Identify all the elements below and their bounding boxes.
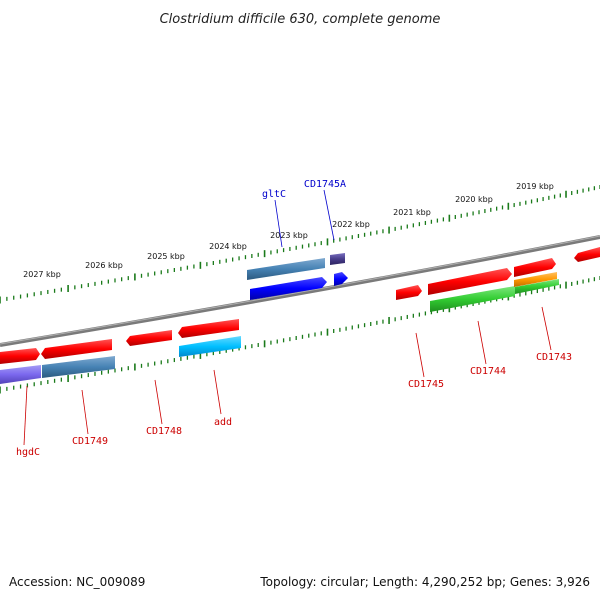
outer-tick-ring bbox=[0, 185, 600, 304]
gene-feature[interactable] bbox=[428, 268, 512, 295]
tick-label: 2023 kbp bbox=[270, 231, 308, 240]
genome-backbone bbox=[0, 235, 600, 347]
gene-label-cd1743[interactable]: CD1743 bbox=[536, 352, 572, 363]
gene-feature[interactable] bbox=[515, 279, 559, 294]
tick-label: 2026 kbp bbox=[85, 261, 123, 270]
gene-feature[interactable] bbox=[574, 247, 600, 262]
gene-label-cd1745[interactable]: CD1745 bbox=[408, 379, 444, 390]
gene-label-gltc[interactable]: gltC bbox=[262, 189, 286, 200]
tick-labels: 2027 kbp 2026 kbp 2025 kbp 2024 kbp 2023… bbox=[23, 182, 554, 279]
gene-feature[interactable] bbox=[430, 286, 515, 312]
gene-labels: gltC CD1745A hgdC CD1749 CD1748 add CD17… bbox=[16, 179, 572, 458]
accession-text: Accession: NC_009089 bbox=[9, 575, 145, 589]
tick-label: 2022 kbp bbox=[332, 220, 370, 229]
reverse-strand-genes bbox=[0, 272, 559, 384]
label-connectors bbox=[23, 189, 552, 446]
tick-label: 2021 kbp bbox=[393, 208, 431, 217]
gene-feature[interactable] bbox=[396, 285, 422, 300]
gene-label-cd1745a[interactable]: CD1745A bbox=[304, 179, 346, 190]
gene-feature[interactable] bbox=[126, 330, 172, 346]
gene-feature[interactable] bbox=[0, 365, 41, 384]
gene-label-cd1748[interactable]: CD1748 bbox=[146, 426, 182, 437]
gene-label-cd1749[interactable]: CD1749 bbox=[72, 436, 108, 447]
gene-feature[interactable] bbox=[514, 258, 556, 277]
gene-feature[interactable] bbox=[42, 356, 115, 378]
tick-label: 2025 kbp bbox=[147, 252, 185, 261]
tick-label: 2019 kbp bbox=[516, 182, 554, 191]
forward-strand-genes bbox=[0, 247, 600, 364]
tick-label: 2020 kbp bbox=[455, 195, 493, 204]
gene-feature[interactable] bbox=[247, 258, 325, 280]
map-title: Clostridium difficile 630, complete geno… bbox=[160, 12, 441, 27]
gene-feature[interactable] bbox=[250, 277, 327, 300]
genome-summary-text: Topology: circular; Length: 4,290,252 bp… bbox=[259, 575, 590, 589]
gene-label-hgdc[interactable]: hgdC bbox=[16, 447, 40, 458]
inner-tick-ring bbox=[0, 276, 600, 394]
gene-label-cd1744[interactable]: CD1744 bbox=[470, 366, 506, 377]
tick-label: 2027 kbp bbox=[23, 270, 61, 279]
gene-feature[interactable] bbox=[330, 253, 345, 265]
gene-feature[interactable] bbox=[178, 319, 239, 338]
gene-feature[interactable] bbox=[0, 348, 40, 364]
gene-feature[interactable] bbox=[334, 272, 348, 286]
gene-feature[interactable] bbox=[41, 339, 112, 359]
gene-feature[interactable] bbox=[514, 272, 557, 287]
gene-label-add[interactable]: add bbox=[214, 417, 232, 428]
tick-label: 2024 kbp bbox=[209, 242, 247, 251]
gene-feature[interactable] bbox=[179, 336, 241, 357]
